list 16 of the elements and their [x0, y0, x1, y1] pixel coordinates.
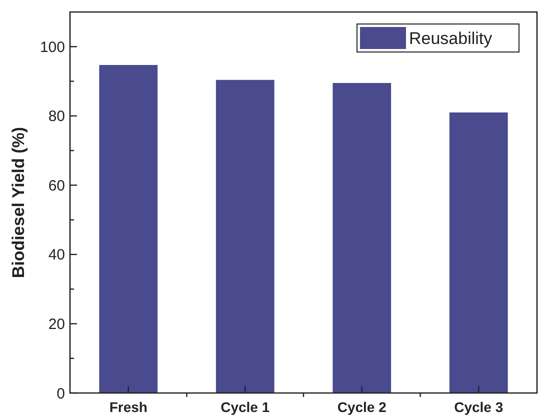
bar	[99, 64, 158, 393]
y-axis-title: Biodiesel Yield (%)	[9, 126, 28, 278]
x-tick-label: Cycle 1	[220, 399, 270, 415]
bar	[449, 112, 508, 393]
bar	[216, 80, 274, 393]
x-tick-label: Fresh	[109, 399, 148, 415]
y-tick-label: 20	[48, 316, 65, 333]
y-tick-label: 80	[48, 108, 65, 126]
y-tick-label: 100	[40, 38, 65, 56]
x-tick-label: Cycle 3	[454, 399, 504, 415]
x-tick-label: Cycle 2	[337, 399, 387, 415]
legend-label: Reusability	[409, 28, 493, 48]
y-tick-label: 60	[48, 177, 65, 194]
y-tick-label: 40	[48, 246, 65, 264]
bar	[332, 83, 392, 393]
y-tick-label: 0	[56, 385, 65, 402]
